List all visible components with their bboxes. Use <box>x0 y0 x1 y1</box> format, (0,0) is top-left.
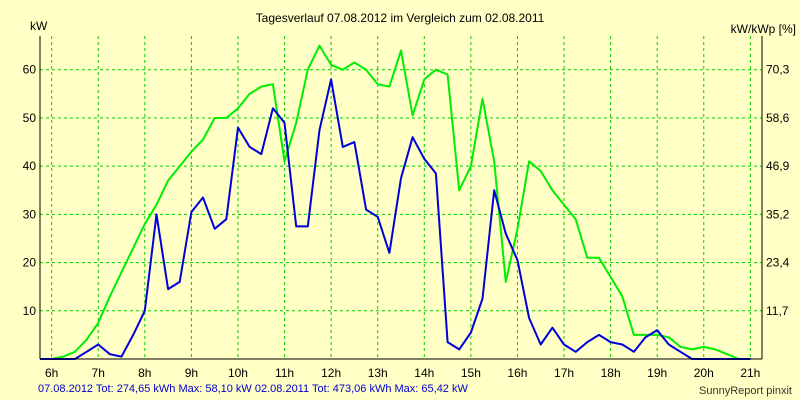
y-tick-label-40: 40 <box>23 159 37 173</box>
x-tick-label-11h: 11h <box>275 366 294 380</box>
grid <box>40 36 762 359</box>
y2-tick-label-11,7: 11,7 <box>766 304 789 318</box>
y2-tick-label-70,3: 70,3 <box>766 63 790 77</box>
x-tick-label-19h: 19h <box>647 366 667 380</box>
y-tick-label-50: 50 <box>23 111 37 125</box>
x-tick-label-9h: 9h <box>185 366 198 380</box>
y2-tick-label-46,9: 46,9 <box>766 159 790 173</box>
x-tick-label-10h: 10h <box>228 366 248 380</box>
tick-labels: 6h 7h 8h 9h 10h 11h 12h 13h 14h 15h 16h 17h 18h 19h 20… <box>23 63 790 380</box>
y-tick-label-20: 20 <box>23 256 37 270</box>
x-tick-label-14h: 14h <box>414 366 434 380</box>
x-tick-label-8h: 8h <box>138 366 151 380</box>
x-tick-label-16h: 16h <box>507 366 527 380</box>
series-line-02.08.2011 <box>40 44 751 360</box>
x-tick-label-21h: 21h <box>740 366 760 380</box>
x-tick-label-7h: 7h <box>92 366 105 380</box>
x-tick-label-17h: 17h <box>554 366 574 380</box>
y2-tick-label-35,2: 35,2 <box>766 207 790 221</box>
x-tick-label-15h: 15h <box>461 366 481 380</box>
y2-tick-label-58,6: 58,6 <box>766 111 790 125</box>
x-tick-label-18h: 18h <box>601 366 621 380</box>
y-tick-label-30: 30 <box>23 207 37 221</box>
y-tick-label-10: 10 <box>23 304 37 318</box>
x-tick-label-20h: 20h <box>694 366 714 380</box>
y-tick-label-60: 60 <box>23 63 37 77</box>
chart-title: Tagesverlauf 07.08.2012 im Vergleich zum… <box>256 11 545 25</box>
y-axis-label: kW <box>30 19 48 33</box>
x-tick-label-12h: 12h <box>321 366 341 380</box>
y2-axis-label: kW/kWp [%] <box>731 22 796 36</box>
footer-summary: 07.08.2012 Tot: 274,65 kWh Max: 58,10 kW… <box>38 383 468 395</box>
x-tick-label-13h: 13h <box>368 366 388 380</box>
footer-credit: SunnyReport pinxit <box>699 385 792 397</box>
series-layer <box>40 44 751 360</box>
axes <box>39 36 763 360</box>
y2-tick-label-23,4: 23,4 <box>766 256 790 270</box>
x-tick-label-6h: 6h <box>45 366 58 380</box>
series-line-07.08.2012 <box>40 78 751 360</box>
